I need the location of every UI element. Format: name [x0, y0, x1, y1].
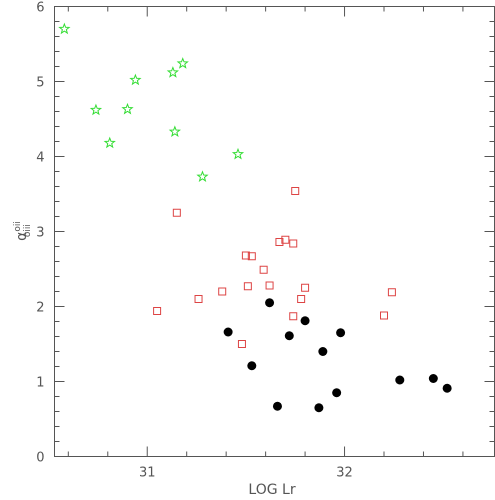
circle-point	[265, 298, 275, 308]
x-tick-label: 32	[336, 466, 353, 481]
y-tick-label: 2	[36, 301, 44, 316]
circle-point	[300, 316, 310, 326]
circle-point	[314, 403, 324, 413]
circle-point	[284, 331, 294, 341]
square-point	[297, 295, 306, 303]
circle-point	[272, 401, 282, 411]
x-tick-label: 31	[139, 466, 156, 481]
x-axis-title: LOG Lr	[248, 482, 295, 498]
square-point	[387, 288, 396, 297]
square-point	[291, 187, 300, 195]
star-point	[196, 170, 209, 182]
circle-point	[247, 361, 257, 371]
square-point	[275, 238, 284, 246]
y-tick-label: 5	[36, 76, 44, 91]
data-points	[58, 22, 452, 413]
y-tick-labels: 0 1 2 3 4 5 6	[36, 1, 44, 466]
star-point	[176, 57, 189, 69]
square-point	[289, 239, 298, 248]
square-point	[172, 208, 181, 217]
star-point	[121, 102, 134, 115]
circle-point	[223, 327, 233, 337]
square-point	[259, 265, 268, 274]
square-point	[380, 311, 389, 320]
square-point	[301, 283, 310, 292]
circle-point	[428, 374, 438, 383]
circle-point	[332, 388, 342, 398]
square-point	[247, 252, 256, 261]
square-point	[153, 307, 162, 315]
square-point	[194, 295, 203, 303]
y-tick-label: 6	[36, 1, 44, 16]
x-tick-labels: 31 32	[139, 466, 353, 481]
square-point	[218, 287, 227, 296]
square-point	[265, 281, 274, 290]
star-point	[58, 22, 71, 35]
y-tick-label: 1	[36, 376, 44, 391]
circle-point	[395, 375, 405, 385]
y-axis-title-superscript: oii	[13, 221, 23, 232]
y-axis-title-subscript: oiii	[23, 224, 33, 237]
square-point	[243, 282, 252, 291]
y-tick-label: 3	[36, 226, 44, 241]
y-tick-label: 4	[36, 151, 44, 166]
plot-frame	[54, 6, 495, 457]
y-tick-label: 0	[36, 451, 44, 466]
square-point	[237, 340, 246, 348]
star-point	[166, 66, 179, 78]
square-point	[241, 251, 250, 260]
star-point	[129, 73, 142, 86]
star-point	[168, 125, 181, 137]
star-point	[103, 136, 116, 149]
y-axis-title-main: α	[14, 232, 30, 241]
circle-point	[318, 347, 328, 356]
star-point	[89, 103, 103, 116]
square-point	[281, 235, 290, 244]
axis-ticks	[54, 6, 495, 457]
circle-point	[336, 328, 346, 338]
square-point	[289, 312, 298, 321]
star-point	[231, 147, 245, 160]
y-axis-title: αoiioiii	[13, 221, 33, 241]
circle-point	[442, 383, 452, 393]
